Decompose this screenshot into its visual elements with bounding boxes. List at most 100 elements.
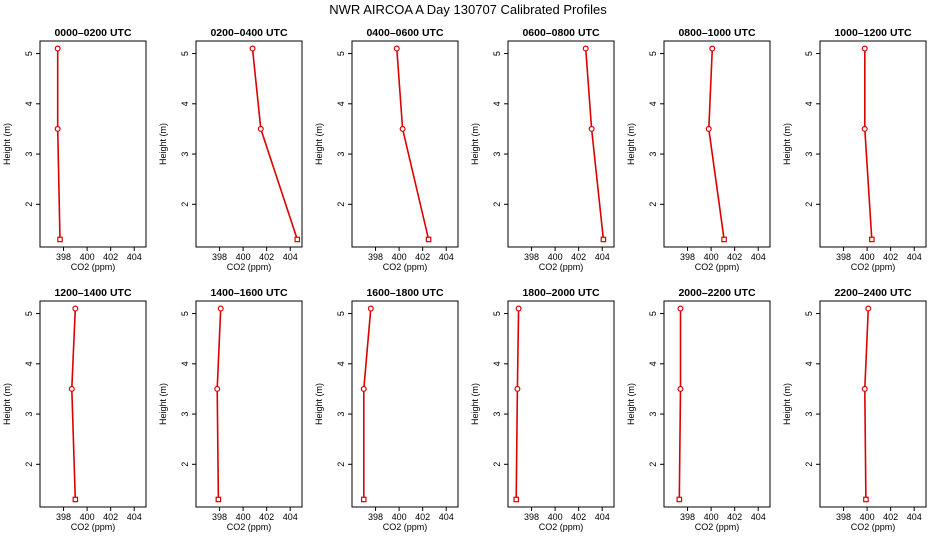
x-tick-label: 398 [524, 512, 539, 522]
x-tick-label: 398 [212, 252, 227, 262]
x-tick-label: 398 [56, 252, 71, 262]
panel-9: 1800–2000 UTC 398 400 402 404 2 3 4 5 CO2 (ppm) He… [470, 287, 615, 532]
y-tick-label: 2 [24, 202, 34, 207]
data-point [721, 236, 727, 243]
y-tick-label: 3 [336, 152, 346, 157]
x-tick-label: 400 [704, 512, 719, 522]
x-tick-label: 400 [80, 512, 95, 522]
y-tick-label: 4 [24, 361, 34, 366]
plot-frame [507, 40, 615, 248]
y-tick-label: 4 [804, 101, 814, 106]
panel-3: 0600–0800 UTC 398 400 402 404 2 3 4 5 CO2 (ppm) He… [470, 27, 615, 272]
y-tick-label: 3 [804, 412, 814, 417]
data-point [588, 125, 595, 132]
data-point [709, 45, 716, 52]
y-tick-label: 4 [648, 101, 658, 106]
x-tick-label: 404 [595, 252, 610, 262]
x-tick-label: 402 [571, 512, 586, 522]
y-tick-label: 2 [804, 202, 814, 207]
x-tick-label: 402 [883, 252, 898, 262]
x-axis-label: CO2 (ppm) [539, 522, 584, 532]
x-tick-label: 402 [883, 512, 898, 522]
data-point [861, 125, 868, 132]
y-tick-label: 5 [336, 51, 346, 56]
y-tick-label: 4 [24, 101, 34, 106]
y-tick-label: 3 [648, 412, 658, 417]
y-tick-label: 4 [492, 101, 502, 106]
plot-frame [39, 300, 147, 508]
y-tick-label: 4 [804, 361, 814, 366]
x-tick-label: 398 [56, 512, 71, 522]
data-point [514, 385, 521, 392]
x-axis-label: CO2 (ppm) [71, 262, 116, 272]
y-tick-label: 3 [24, 152, 34, 157]
data-point [582, 45, 589, 52]
x-tick-label: 398 [524, 252, 539, 262]
profile-line [584, 48, 605, 240]
plot-frame [507, 300, 615, 508]
panel-title: 1400–1600 UTC [210, 287, 287, 299]
y-tick-label: 3 [492, 412, 502, 417]
x-tick-label: 402 [415, 512, 430, 522]
x-tick-label: 404 [439, 252, 454, 262]
data-point [861, 385, 868, 392]
y-tick-label: 5 [648, 311, 658, 316]
data-point [399, 125, 406, 132]
y-tick-label: 5 [24, 311, 34, 316]
y-axis-label: Height (m) [2, 383, 12, 425]
y-tick-label: 3 [804, 152, 814, 157]
y-tick-label: 4 [336, 361, 346, 366]
x-tick-label: 404 [283, 512, 298, 522]
panel-title: 0800–1000 UTC [678, 27, 755, 39]
panel-title: 0400–0600 UTC [366, 27, 443, 39]
x-tick-label: 400 [392, 512, 407, 522]
x-axis-label: CO2 (ppm) [695, 262, 740, 272]
plot-frame [663, 300, 771, 508]
y-tick-label: 2 [492, 202, 502, 207]
data-point [515, 305, 522, 312]
profile-line [56, 48, 61, 240]
panel-4: 0800–1000 UTC 398 400 402 404 2 3 4 5 CO2 (ppm) He… [626, 27, 771, 272]
profile-line [251, 48, 299, 240]
panel-2: 0400–0600 UTC 398 400 402 404 2 3 4 5 CO2 (ppm) He… [314, 27, 459, 272]
panel-title: 1800–2000 UTC [522, 287, 599, 299]
x-tick-label: 398 [212, 512, 227, 522]
plot-frame [39, 40, 147, 248]
y-axis-label: Height (m) [314, 123, 324, 165]
profile-line [707, 48, 725, 240]
profile-line [863, 308, 870, 500]
x-axis-label: CO2 (ppm) [227, 262, 272, 272]
x-tick-label: 400 [860, 252, 875, 262]
y-tick-label: 5 [804, 311, 814, 316]
y-tick-label: 2 [804, 462, 814, 467]
data-point [869, 236, 875, 243]
y-tick-label: 4 [180, 101, 190, 106]
y-tick-label: 2 [336, 462, 346, 467]
data-point [865, 305, 872, 312]
x-tick-label: 402 [259, 512, 274, 522]
x-tick-label: 402 [727, 512, 742, 522]
x-axis-label: CO2 (ppm) [695, 522, 740, 532]
y-axis-label: Height (m) [626, 383, 636, 425]
x-axis-label: CO2 (ppm) [227, 522, 272, 532]
x-tick-label: 404 [751, 252, 766, 262]
y-tick-label: 5 [648, 51, 658, 56]
x-tick-label: 404 [127, 252, 142, 262]
panel-6: 1200–1400 UTC 398 400 402 404 2 3 4 5 CO2 (ppm) He… [2, 287, 147, 532]
plot-frame [195, 300, 303, 508]
x-tick-label: 404 [127, 512, 142, 522]
x-tick-label: 400 [704, 252, 719, 262]
plot-frame [351, 300, 459, 508]
y-axis-label: Height (m) [782, 383, 792, 425]
x-tick-label: 398 [680, 252, 695, 262]
data-point [214, 385, 221, 392]
x-tick-label: 398 [836, 252, 851, 262]
y-tick-label: 5 [492, 51, 502, 56]
data-point [72, 496, 79, 503]
panel-1: 0200–0400 UTC 398 400 402 404 2 3 4 5 CO2 (ppm) He… [158, 27, 303, 272]
data-point [249, 45, 256, 52]
y-tick-label: 5 [336, 311, 346, 316]
data-point [425, 236, 432, 243]
x-tick-label: 400 [80, 252, 95, 262]
